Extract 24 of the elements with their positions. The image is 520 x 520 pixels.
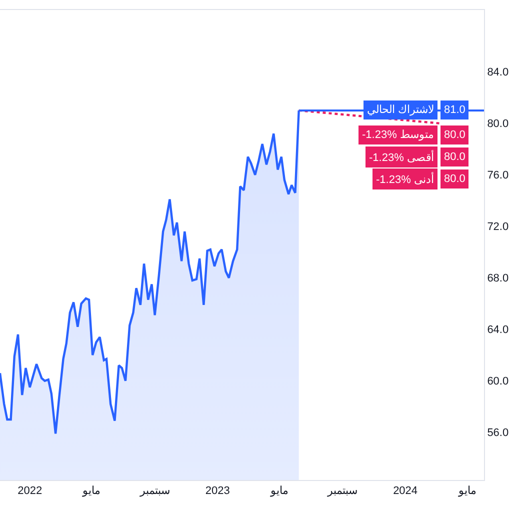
annotation: 81.0 (444, 104, 466, 116)
annotation: 80.0 (444, 173, 466, 185)
x-tick-label: مايو (82, 485, 101, 498)
annotation: -1.23% أدنى (376, 172, 434, 186)
y-tick-label: 76.0 (487, 170, 509, 182)
y-tick-label: 60.0 (487, 376, 509, 388)
x-tick-label: سبتمبر (138, 485, 170, 498)
x-tick-label: 2024 (393, 485, 418, 498)
x-tick-label: مايو (269, 485, 288, 498)
ref-line-label: لاشتراك الحالي (367, 104, 434, 116)
y-tick-label: 80.0 (487, 118, 509, 130)
x-tick-label: 2023 (205, 485, 230, 498)
y-tick-label: 56.0 (487, 427, 509, 440)
y-tick-label: 68.0 (487, 272, 509, 285)
annotation: 80.0 (444, 129, 466, 141)
x-tick-label: مايو (458, 485, 477, 498)
y-tick-label: 72.0 (487, 221, 509, 234)
annotation: -1.23% أقصى (369, 150, 434, 164)
x-tick-label: 2022 (18, 485, 42, 498)
annotation: -1.23% متوسط (362, 129, 434, 141)
x-tick-label: سبتمبر (326, 485, 358, 498)
y-tick-label: 84.0 (487, 66, 509, 79)
y-tick-label: 64.0 (487, 324, 509, 336)
annotation: 80.0 (444, 151, 466, 163)
